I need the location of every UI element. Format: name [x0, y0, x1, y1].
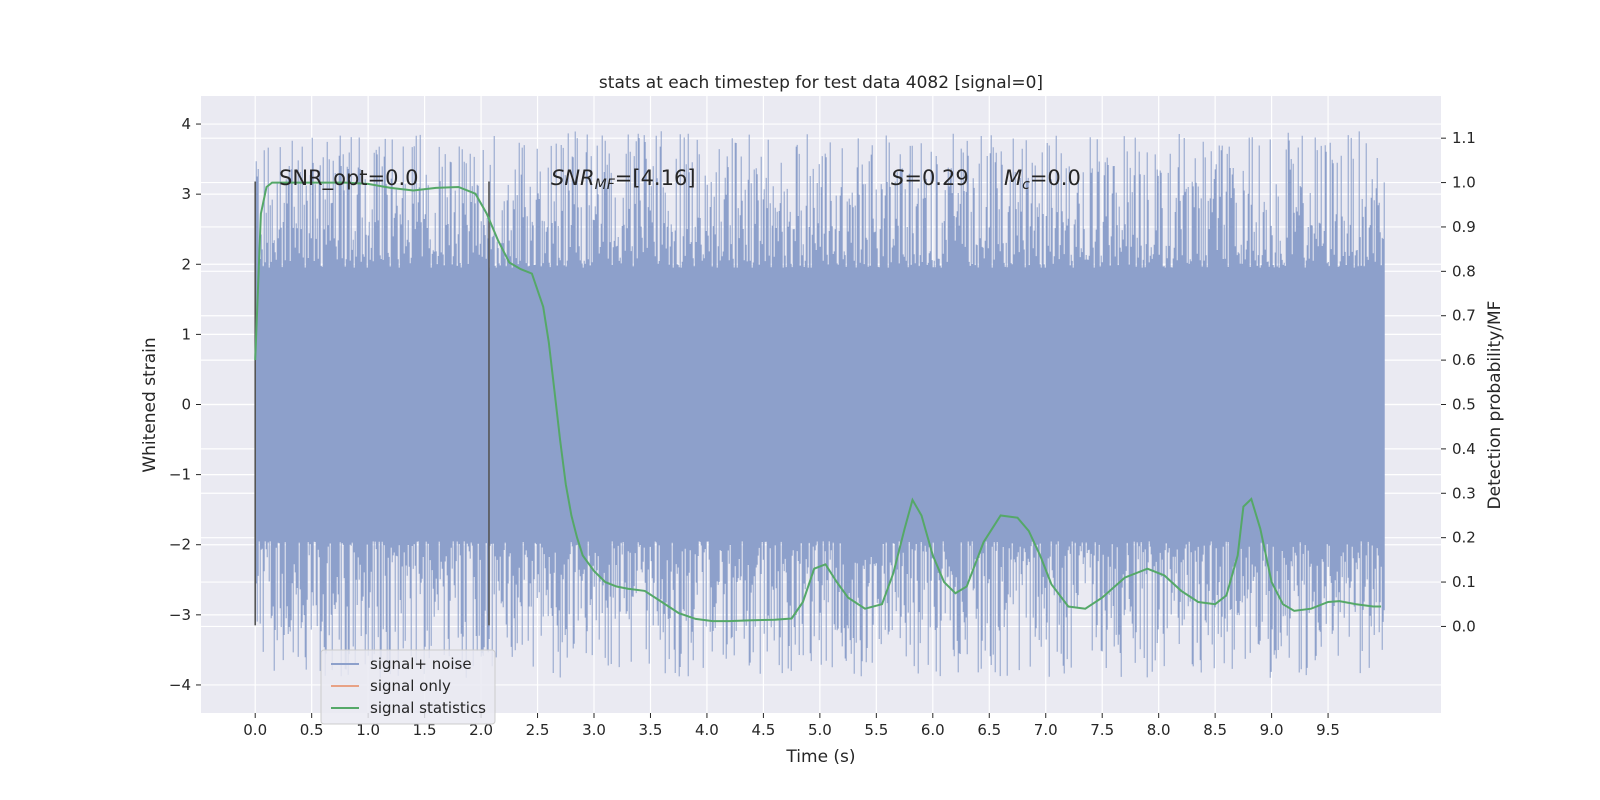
y-tick-label-5: 1: [181, 325, 191, 343]
y-tick-label-2: −2: [169, 536, 191, 554]
annotation-s: S=0.29: [891, 166, 969, 190]
x-tick-label-16: 8.0: [1147, 721, 1171, 739]
legend-label-signal-statistics: signal statistics: [370, 699, 486, 717]
legend-label-signal-only: signal only: [370, 677, 451, 695]
x-tick-label-3: 1.5: [413, 721, 437, 739]
x-tick-label-11: 5.5: [864, 721, 888, 739]
y-tick-label-3: −1: [169, 466, 191, 484]
y2-tick-label-6: 0.6: [1452, 351, 1476, 369]
x-axis-ticks: 0.0 0.5 1.0 1.5 2.0 2.5 3.0 3.5 4.0 4.5 5.0 5.5 6.0 6…: [243, 713, 1340, 739]
event-markers: [254, 181, 490, 626]
x-tick-label-4: 2.0: [469, 721, 493, 739]
x-tick-label-2: 1.0: [356, 721, 380, 739]
y2-tick-label-10: 1.0: [1452, 174, 1476, 192]
y2-tick-label-5: 0.5: [1452, 396, 1476, 414]
y2-tick-label-7: 0.7: [1452, 307, 1476, 325]
x-tick-label-14: 7.0: [1034, 721, 1058, 739]
x-tick-label-19: 9.5: [1316, 721, 1340, 739]
mc-subscript: c: [1022, 177, 1030, 193]
y-axis-label: Whitened strain: [140, 337, 160, 472]
legend-box: [320, 649, 496, 725]
x-tick-label-9: 4.5: [751, 721, 775, 739]
legend-label-signal-plus-noise: signal+ noise: [370, 655, 472, 673]
x-tick-label-8: 4.0: [695, 721, 719, 739]
annotation-snr-mf: SNRMF=[4.16]: [551, 166, 696, 193]
x-tick-label-13: 6.5: [977, 721, 1001, 739]
s-value: =0.29: [904, 166, 968, 190]
x-tick-label-10: 5.0: [808, 721, 832, 739]
x-tick-label-12: 6.0: [921, 721, 945, 739]
y2-tick-label-1: 0.1: [1452, 573, 1476, 591]
x-tick-label-18: 9.0: [1260, 721, 1284, 739]
y2-tick-label-4: 0.4: [1452, 440, 1476, 458]
y-tick-label-1: −3: [169, 606, 191, 624]
y-tick-label-7: 3: [181, 185, 191, 203]
x-tick-label-5: 2.5: [526, 721, 550, 739]
y2-axis-label: Detection probability/MF: [1485, 301, 1505, 510]
x-axis-label: Time (s): [785, 747, 855, 767]
annotation-mc: Mc=0.0: [1004, 166, 1081, 193]
s-symbol: S: [891, 166, 904, 190]
snr-mf-value: =[4.16]: [615, 166, 696, 190]
y2-axis-ticks: 0.0 0.1 0.2 0.3 0.4 0.5 0.6 0.7 0.8 0.9 1.0 1.1: [1441, 129, 1476, 635]
y2-tick-label-0: 0.0: [1452, 617, 1476, 635]
x-tick-label-7: 3.5: [639, 721, 663, 739]
mc-symbol: M: [1004, 166, 1022, 190]
y2-tick-label-9: 0.9: [1452, 218, 1476, 236]
snr-mf-symbol: SNR: [551, 166, 595, 190]
x-tick-label-0: 0.0: [243, 721, 267, 739]
y2-tick-label-8: 0.8: [1452, 262, 1476, 280]
annotation-snr-opt: SNR_opt=0.0: [279, 166, 419, 191]
series-signal-plus-noise: [254, 131, 1385, 678]
y-tick-label-6: 2: [181, 255, 191, 273]
legend: signal+ noise signal only signal statist…: [320, 649, 496, 725]
x-tick-label-17: 8.5: [1203, 721, 1227, 739]
y-tick-label-8: 4: [181, 115, 191, 133]
x-tick-label-6: 3.0: [582, 721, 606, 739]
chart-title: stats at each timestep for test data 408…: [599, 73, 1043, 93]
y2-tick-label-11: 1.1: [1452, 129, 1476, 147]
mc-value: =0.0: [1030, 166, 1081, 190]
y2-tick-label-3: 0.3: [1452, 484, 1476, 502]
series-signal-statistics-line: [254, 181, 1382, 623]
snr-mf-subscript: MF: [595, 177, 616, 193]
y-tick-label-4: 0: [181, 396, 191, 414]
y-axis-ticks: −4 −3 −2 −1 0 1 2 3 4: [169, 115, 201, 694]
y2-tick-label-2: 0.2: [1452, 529, 1476, 547]
y-tick-label-0: −4: [169, 676, 191, 694]
x-tick-label-1: 0.5: [300, 721, 324, 739]
x-tick-label-15: 7.5: [1090, 721, 1114, 739]
